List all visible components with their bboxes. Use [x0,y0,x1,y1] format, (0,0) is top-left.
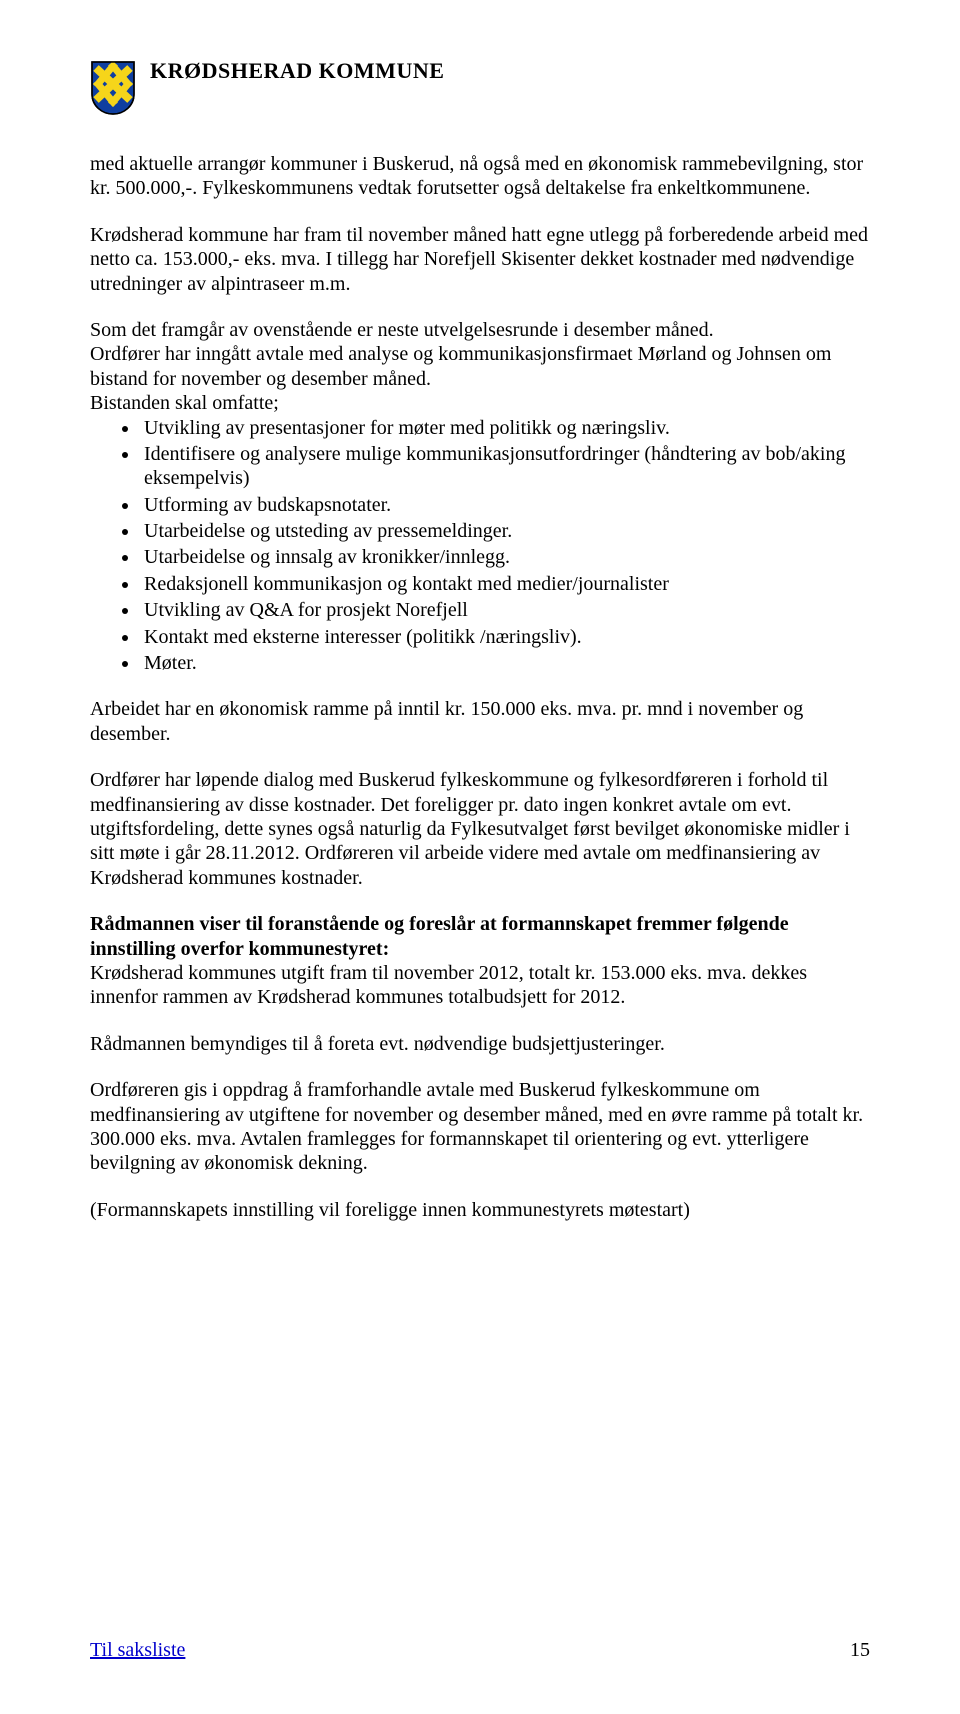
list-item: Utforming av budskapsnotater. [140,493,870,517]
paragraph: (Formannskapets innstilling vil foreligg… [90,1198,870,1222]
municipal-crest-icon [90,60,136,116]
paragraph-rest: Krødsherad kommunes utgift fram til nove… [90,962,807,1008]
paragraph: Arbeidet har en økonomisk ramme på innti… [90,697,870,746]
paragraph: Rådmannen bemyndiges til å foreta evt. n… [90,1032,870,1056]
paragraph: med aktuelle arrangør kommuner i Buskeru… [90,152,870,201]
list-item: Kontakt med eksterne interesser (politik… [140,625,870,649]
paragraph-bold-lead: Rådmannen viser til foranstående og fore… [90,913,789,959]
org-name: KRØDSHERAD KOMMUNE [150,58,444,84]
document-body: med aktuelle arrangør kommuner i Buskeru… [90,152,870,1222]
paragraph-line: Ordfører har inngått avtale med analyse … [90,342,870,391]
paragraph: Ordføreren gis i oppdrag å framforhandle… [90,1078,870,1176]
paragraph: Krødsherad kommune har fram til november… [90,223,870,296]
paragraph-line: Som det framgår av ovenstående er neste … [90,318,870,342]
to-agenda-link[interactable]: Til saksliste [90,1639,185,1662]
list-item: Møter. [140,651,870,675]
bullet-list: Utvikling av presentasjoner for møter me… [90,416,870,676]
list-item: Utvikling av presentasjoner for møter me… [140,416,870,440]
page-header: KRØDSHERAD KOMMUNE [90,60,870,116]
list-item: Identifisere og analysere mulige kommuni… [140,442,870,491]
paragraph: Ordfører har løpende dialog med Buskerud… [90,768,870,890]
list-item: Utarbeidelse og innsalg av kronikker/inn… [140,545,870,569]
paragraph: Rådmannen viser til foranstående og fore… [90,912,870,1010]
paragraph-line: Bistanden skal omfatte; [90,391,870,415]
list-item: Redaksjonell kommunikasjon og kontakt me… [140,572,870,596]
list-item: Utarbeidelse og utsteding av pressemeldi… [140,519,870,543]
document-page: KRØDSHERAD KOMMUNE med aktuelle arrangør… [0,0,960,1714]
list-item: Utvikling av Q&A for prosjekt Norefjell [140,598,870,622]
page-number: 15 [850,1639,870,1662]
page-footer: Til saksliste 15 [90,1639,870,1662]
